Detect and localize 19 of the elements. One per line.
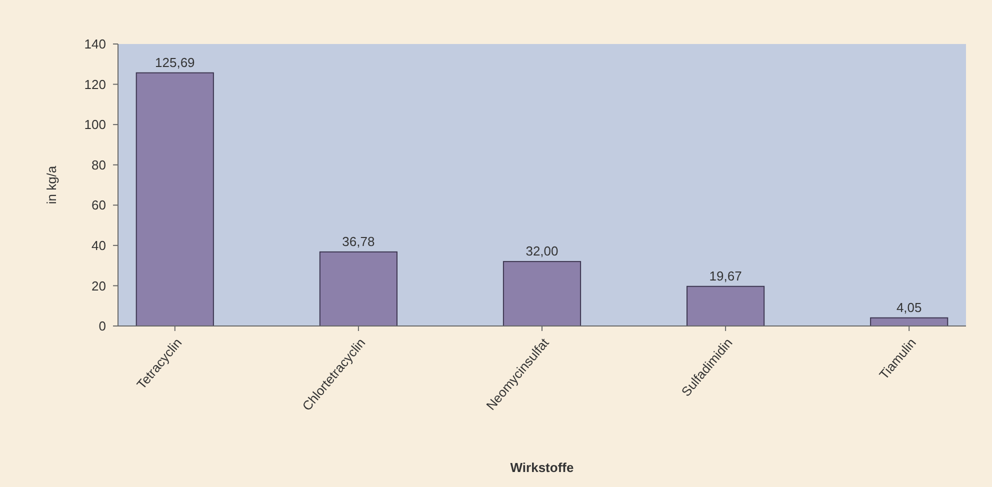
data-label: 125,69	[155, 54, 195, 70]
y-tick-label: 100	[84, 117, 106, 132]
bar	[502, 261, 582, 326]
y-tick-label: 40	[92, 238, 106, 253]
y-axis-title: in kg/a	[44, 165, 59, 204]
data-label: 19,67	[709, 268, 742, 284]
y-tick-label: 20	[92, 278, 106, 294]
y-tick-label: 0	[98, 318, 106, 334]
bar	[319, 251, 398, 326]
bar	[136, 72, 214, 326]
data-label: 32,00	[526, 244, 558, 259]
data-label: 36,78	[342, 234, 375, 249]
y-tick-label: 60	[92, 198, 106, 213]
y-tick-label: 80	[92, 157, 106, 172]
bar	[686, 286, 765, 326]
y-tick-label: 140	[84, 36, 106, 52]
y-tick-label: 120	[84, 76, 106, 92]
data-label: 4,05	[896, 300, 922, 315]
x-axis-title: Wirkstoffe	[510, 460, 574, 475]
